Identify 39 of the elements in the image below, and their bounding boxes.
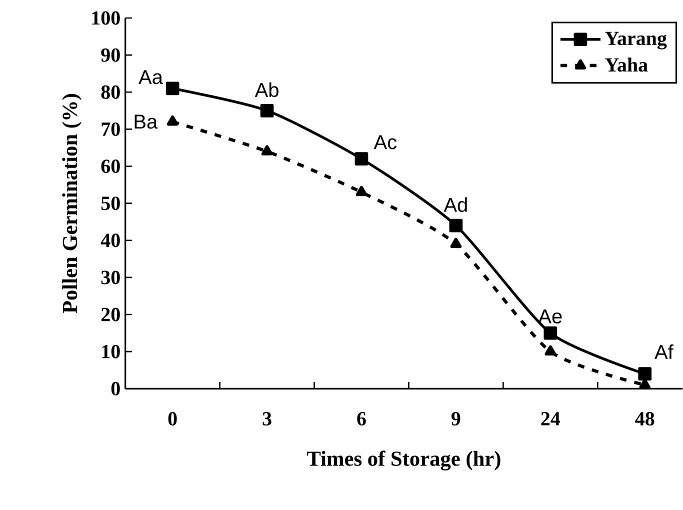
x-tick-label: 3 <box>262 412 272 426</box>
y-tick-label: 60 <box>101 160 120 173</box>
point <box>356 186 368 196</box>
x-axis-title: Times of Storage (hr) <box>307 450 500 470</box>
legend-label: Yarang <box>605 32 667 50</box>
annotation: Ac <box>374 135 397 150</box>
annotation: Ab <box>254 82 278 98</box>
legend-label: Yaha <box>605 58 648 72</box>
annotation: Ad <box>444 197 467 212</box>
point <box>450 238 462 248</box>
point <box>166 82 180 96</box>
annotation: Ba <box>134 114 158 129</box>
y-tick-label: 90 <box>101 48 120 62</box>
y-tick-label: 80 <box>101 85 120 99</box>
x-tick-label: 24 <box>541 412 560 426</box>
annotation: Ae <box>538 310 562 324</box>
annotation: Aa <box>138 70 163 84</box>
y-tick-label: 30 <box>101 270 120 284</box>
x-tick-label: 0 <box>168 412 177 426</box>
y-tick-label: 40 <box>100 234 120 248</box>
x-tick-label: 6 <box>357 412 366 426</box>
point <box>261 145 273 156</box>
y-tick-label: 100 <box>92 11 120 25</box>
y-tick-label: 0 <box>111 382 120 396</box>
y-tick-label: 70 <box>102 122 120 136</box>
y-tick-label: 50 <box>101 196 120 210</box>
y-tick-label: 10 <box>102 344 120 358</box>
point <box>544 326 558 340</box>
y-axis-title: Pollen Germination (%) <box>62 94 82 314</box>
x-tick-label: 48 <box>635 412 654 426</box>
point <box>354 152 368 166</box>
point <box>638 367 652 380</box>
x-tick-label: 9 <box>451 412 460 426</box>
point <box>449 218 463 232</box>
point <box>166 116 178 126</box>
point <box>544 345 556 356</box>
y-tick-label: 20 <box>101 308 120 322</box>
point <box>260 104 274 118</box>
annotation: Af <box>654 344 674 359</box>
